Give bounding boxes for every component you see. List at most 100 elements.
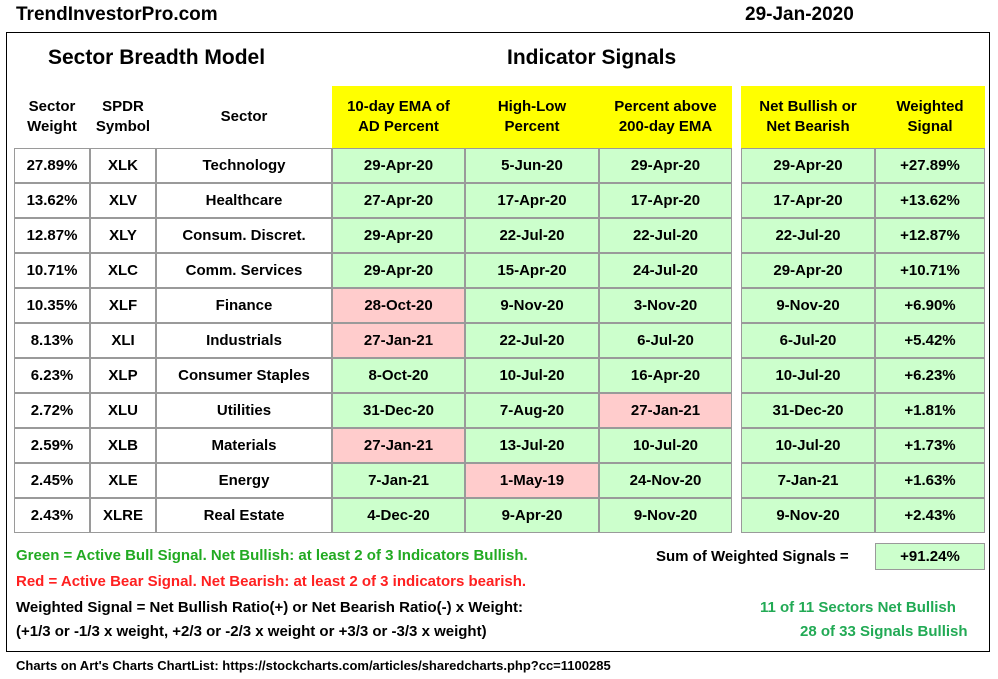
cell-sector-name: Utilities <box>156 393 332 428</box>
header-ema-ad-percent: 10-day EMA of AD Percent <box>332 86 465 148</box>
cell-net-signal: 29-Apr-20 <box>741 148 875 183</box>
header-ws-line1: Weighted <box>896 98 964 115</box>
cell-percent-above-signal: 24-Nov-20 <box>599 463 732 498</box>
cell-ema-signal: 27-Apr-20 <box>332 183 465 218</box>
cell-sector-weight: 2.43% <box>14 498 90 533</box>
cell-ema-signal: 27-Jan-21 <box>332 323 465 358</box>
cell-sector-name: Healthcare <box>156 183 332 218</box>
cell-sector-name: Technology <box>156 148 332 183</box>
cell-weighted-signal: +12.87% <box>875 218 985 253</box>
cell-ema-signal: 29-Apr-20 <box>332 148 465 183</box>
legend-red: Red = Active Bear Signal. Net Bearish: a… <box>16 573 527 590</box>
header-sector-weight: Sector Weight <box>14 86 90 148</box>
cell-sector-weight: 8.13% <box>14 323 90 358</box>
header-spdr-symbol-line1: SPDR <box>102 98 144 115</box>
header-high-low-percent: High-Low Percent <box>465 86 599 148</box>
cell-net-signal: 31-Dec-20 <box>741 393 875 428</box>
cell-ema-signal: 8-Oct-20 <box>332 358 465 393</box>
cell-weighted-signal: +6.90% <box>875 288 985 323</box>
cell-percent-above-signal: 3-Nov-20 <box>599 288 732 323</box>
legend-green: Green = Active Bull Signal. Net Bullish:… <box>16 547 528 564</box>
cell-sector-name: Consum. Discret. <box>156 218 332 253</box>
header-pct-line1: Percent above <box>614 98 717 115</box>
cell-sector-name: Finance <box>156 288 332 323</box>
cell-weighted-signal: +1.73% <box>875 428 985 463</box>
cell-high-low-signal: 5-Jun-20 <box>465 148 599 183</box>
cell-spdr-symbol: XLY <box>90 218 156 253</box>
cell-high-low-signal: 1-May-19 <box>465 463 599 498</box>
cell-spdr-symbol: XLK <box>90 148 156 183</box>
header-spdr-symbol-line2: Symbol <box>95 118 151 135</box>
cell-high-low-signal: 7-Aug-20 <box>465 393 599 428</box>
cell-percent-above-signal: 16-Apr-20 <box>599 358 732 393</box>
cell-net-signal: 9-Nov-20 <box>741 498 875 533</box>
sum-value: +91.24% <box>875 543 985 570</box>
cell-ema-signal: 29-Apr-20 <box>332 253 465 288</box>
cell-weighted-signal: +1.81% <box>875 393 985 428</box>
cell-ema-signal: 31-Dec-20 <box>332 393 465 428</box>
cell-percent-above-signal: 22-Jul-20 <box>599 218 732 253</box>
cell-sector-weight: 10.71% <box>14 253 90 288</box>
cell-sector-weight: 27.89% <box>14 148 90 183</box>
cell-high-low-signal: 9-Apr-20 <box>465 498 599 533</box>
cell-weighted-signal: +27.89% <box>875 148 985 183</box>
title-sector-breadth: Sector Breadth Model <box>48 46 266 69</box>
cell-percent-above-signal: 6-Jul-20 <box>599 323 732 358</box>
header-ema-line2: AD Percent <box>358 118 439 135</box>
cell-sector-name: Materials <box>156 428 332 463</box>
cell-weighted-signal: +13.62% <box>875 183 985 218</box>
title-indicator-signals: Indicator Signals <box>507 46 677 69</box>
cell-net-signal: 9-Nov-20 <box>741 288 875 323</box>
cell-high-low-signal: 15-Apr-20 <box>465 253 599 288</box>
cell-sector-name: Real Estate <box>156 498 332 533</box>
table-frame <box>6 32 990 652</box>
cell-sector-weight: 10.35% <box>14 288 90 323</box>
cell-ema-signal: 27-Jan-21 <box>332 428 465 463</box>
header-hl-line2: Percent <box>504 118 560 135</box>
cell-spdr-symbol: XLC <box>90 253 156 288</box>
cell-percent-above-signal: 10-Jul-20 <box>599 428 732 463</box>
cell-spdr-symbol: XLP <box>90 358 156 393</box>
cell-ema-signal: 4-Dec-20 <box>332 498 465 533</box>
cell-sector-name: Comm. Services <box>156 253 332 288</box>
cell-high-low-signal: 22-Jul-20 <box>465 218 599 253</box>
cell-spdr-symbol: XLU <box>90 393 156 428</box>
cell-percent-above-signal: 27-Jan-21 <box>599 393 732 428</box>
cell-percent-above-signal: 9-Nov-20 <box>599 498 732 533</box>
cell-net-signal: 22-Jul-20 <box>741 218 875 253</box>
cell-sector-weight: 13.62% <box>14 183 90 218</box>
cell-net-signal: 10-Jul-20 <box>741 428 875 463</box>
cell-ema-signal: 29-Apr-20 <box>332 218 465 253</box>
cell-spdr-symbol: XLF <box>90 288 156 323</box>
cell-net-signal: 7-Jan-21 <box>741 463 875 498</box>
signals-bullish: 28 of 33 Signals Bullish <box>800 623 968 640</box>
cell-sector-weight: 2.72% <box>14 393 90 428</box>
header-ws-line2: Signal <box>907 118 953 135</box>
cell-high-low-signal: 17-Apr-20 <box>465 183 599 218</box>
header-ema-line1: 10-day EMA of <box>347 98 450 115</box>
header-pct-line2: 200-day EMA <box>618 118 713 135</box>
cell-weighted-signal: +10.71% <box>875 253 985 288</box>
report-date: 29-Jan-2020 <box>745 4 854 25</box>
header-net-line2: Net Bearish <box>766 118 850 135</box>
cell-net-signal: 10-Jul-20 <box>741 358 875 393</box>
sum-label: Sum of Weighted Signals = <box>656 548 849 565</box>
cell-high-low-signal: 13-Jul-20 <box>465 428 599 463</box>
cell-net-signal: 29-Apr-20 <box>741 253 875 288</box>
cell-percent-above-signal: 29-Apr-20 <box>599 148 732 183</box>
cell-net-signal: 17-Apr-20 <box>741 183 875 218</box>
cell-sector-weight: 6.23% <box>14 358 90 393</box>
cell-sector-weight: 2.59% <box>14 428 90 463</box>
footer-chartlist-link: Charts on Art's Charts ChartList: https:… <box>16 658 611 673</box>
cell-high-low-signal: 22-Jul-20 <box>465 323 599 358</box>
header-sector-weight-line1: Sector <box>28 98 76 115</box>
cell-sector-weight: 2.45% <box>14 463 90 498</box>
cell-ema-signal: 28-Oct-20 <box>332 288 465 323</box>
header-sector: Sector <box>220 108 268 125</box>
cell-weighted-signal: +2.43% <box>875 498 985 533</box>
cell-high-low-signal: 9-Nov-20 <box>465 288 599 323</box>
sectors-net-bullish: 11 of 11 Sectors Net Bullish <box>760 599 956 616</box>
header-percent-above-ema: Percent above 200-day EMA <box>599 86 732 148</box>
cell-percent-above-signal: 24-Jul-20 <box>599 253 732 288</box>
cell-sector-name: Consumer Staples <box>156 358 332 393</box>
